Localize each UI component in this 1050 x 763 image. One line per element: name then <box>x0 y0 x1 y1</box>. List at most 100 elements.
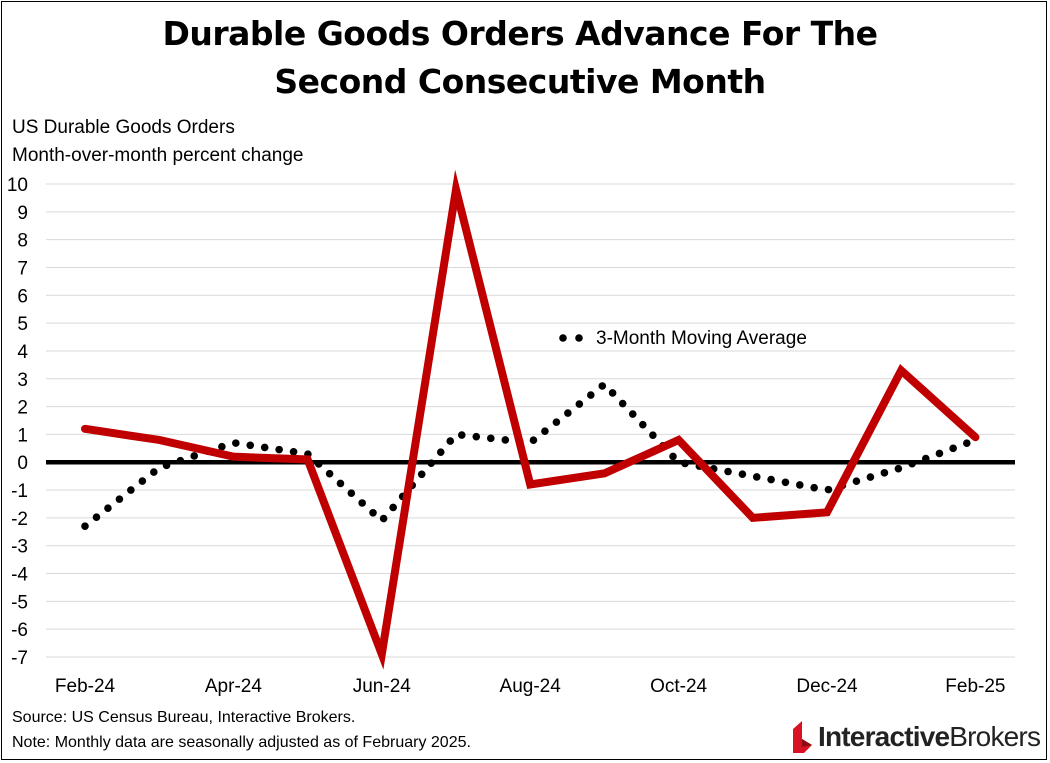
average-dot <box>575 400 584 408</box>
moving-average-series <box>81 382 971 531</box>
average-dot <box>115 495 124 503</box>
average-dot <box>232 439 240 447</box>
y-tick-label: 6 <box>17 286 28 307</box>
average-dot <box>552 418 561 426</box>
average-dot <box>963 439 971 448</box>
average-dot <box>358 499 366 507</box>
average-dot <box>472 432 481 441</box>
durable-goods-series <box>81 169 980 670</box>
x-tick-label: Apr-24 <box>205 676 262 697</box>
y-tick-label: 1 <box>17 425 28 446</box>
average-dot <box>347 489 356 498</box>
y-axis-description: Month-over-month percent change <box>12 145 304 166</box>
y-tick-label: 4 <box>17 342 28 363</box>
average-dot <box>379 514 388 523</box>
average-dot <box>275 445 283 454</box>
logo-word-1: Interactive <box>818 721 950 752</box>
y-tick-label: 0 <box>17 453 28 474</box>
average-dot <box>935 449 944 458</box>
y-tick-label: 9 <box>17 203 28 224</box>
average-dot <box>314 460 323 468</box>
average-dot <box>639 420 647 429</box>
average-dot <box>218 442 226 451</box>
y-tick-label: 8 <box>17 231 28 252</box>
y-tick-label: 7 <box>17 258 28 279</box>
legend: 3-Month Moving Average <box>559 328 807 349</box>
logo-wordmark: InteractiveBrokers <box>818 721 1041 753</box>
average-dot <box>796 481 804 489</box>
x-tick-label: Oct-24 <box>650 676 707 697</box>
average-dot <box>436 448 445 456</box>
average-dot <box>810 483 818 492</box>
average-dot <box>724 467 732 476</box>
y-tick-label: -7 <box>11 648 28 669</box>
gridlines <box>46 183 1015 658</box>
average-dot <box>457 431 466 439</box>
y-tick-label: -1 <box>11 481 28 502</box>
average-dot <box>894 464 903 473</box>
average-dot <box>529 436 538 444</box>
average-dot <box>501 436 510 444</box>
logo-word-2: Brokers <box>949 721 1041 752</box>
x-tick-label: Dec-24 <box>796 676 858 697</box>
average-dot <box>921 454 930 463</box>
average-dot <box>138 477 147 485</box>
legend-label: 3-Month Moving Average <box>596 328 807 349</box>
average-dot <box>781 478 790 487</box>
average-dot <box>587 391 595 399</box>
average-dot <box>176 456 185 465</box>
interactive-brokers-logo: InteractiveBrokers <box>790 717 1042 757</box>
average-dot <box>767 475 775 484</box>
y-tick-label: -4 <box>11 565 28 586</box>
average-dot <box>618 399 627 408</box>
average-dot <box>417 470 426 479</box>
chart-title-line-1: Durable Goods Orders Advance For The <box>162 14 878 53</box>
average-dot <box>681 459 689 468</box>
average-dot <box>289 447 298 456</box>
chart-subtitle: US Durable Goods Orders <box>12 117 235 138</box>
average-dot <box>92 513 101 521</box>
x-tick-label: Jun-24 <box>353 676 412 697</box>
average-dot <box>81 522 89 531</box>
average-dot <box>104 504 112 512</box>
y-tick-label: 5 <box>17 314 28 335</box>
average-dot <box>908 459 916 468</box>
y-tick-label: 10 <box>7 175 28 196</box>
average-dot <box>325 469 334 478</box>
y-tick-label: -2 <box>11 509 28 530</box>
average-dot <box>486 434 495 443</box>
x-tick-label: Feb-24 <box>55 676 116 697</box>
average-dot <box>389 503 397 512</box>
source-note: Source: US Census Bureau, Interactive Br… <box>12 709 356 726</box>
average-dot <box>190 452 199 460</box>
average-dot <box>246 441 255 450</box>
chart-title-line-2: Second Consecutive Month <box>274 62 766 101</box>
logo-mark-icon <box>793 721 812 753</box>
average-dot <box>852 477 861 486</box>
y-tick-label: 3 <box>17 370 28 391</box>
average-dot <box>949 444 957 453</box>
average-dot <box>866 473 875 481</box>
average-dot <box>598 382 607 390</box>
y-tick-label: -3 <box>11 537 28 558</box>
average-dot <box>608 389 617 397</box>
y-tick-label: -6 <box>11 620 28 641</box>
average-dot <box>260 443 269 452</box>
average-dot <box>369 508 377 517</box>
x-tick-label: Aug-24 <box>500 676 562 697</box>
average-dot <box>127 486 135 494</box>
average-dot <box>752 473 761 481</box>
average-dot <box>162 461 171 470</box>
average-dot <box>427 459 436 468</box>
average-dot <box>824 485 833 494</box>
average-dot <box>738 470 747 478</box>
average-dot <box>150 468 158 476</box>
average-dot <box>628 410 637 418</box>
average-dot <box>880 469 889 477</box>
average-dot <box>336 479 345 488</box>
x-axis-ticks: Feb-24 Apr-24 Jun-24 Aug-24 Oct-24 Dec-24 Feb-… <box>55 676 1006 697</box>
average-dot <box>649 431 657 440</box>
